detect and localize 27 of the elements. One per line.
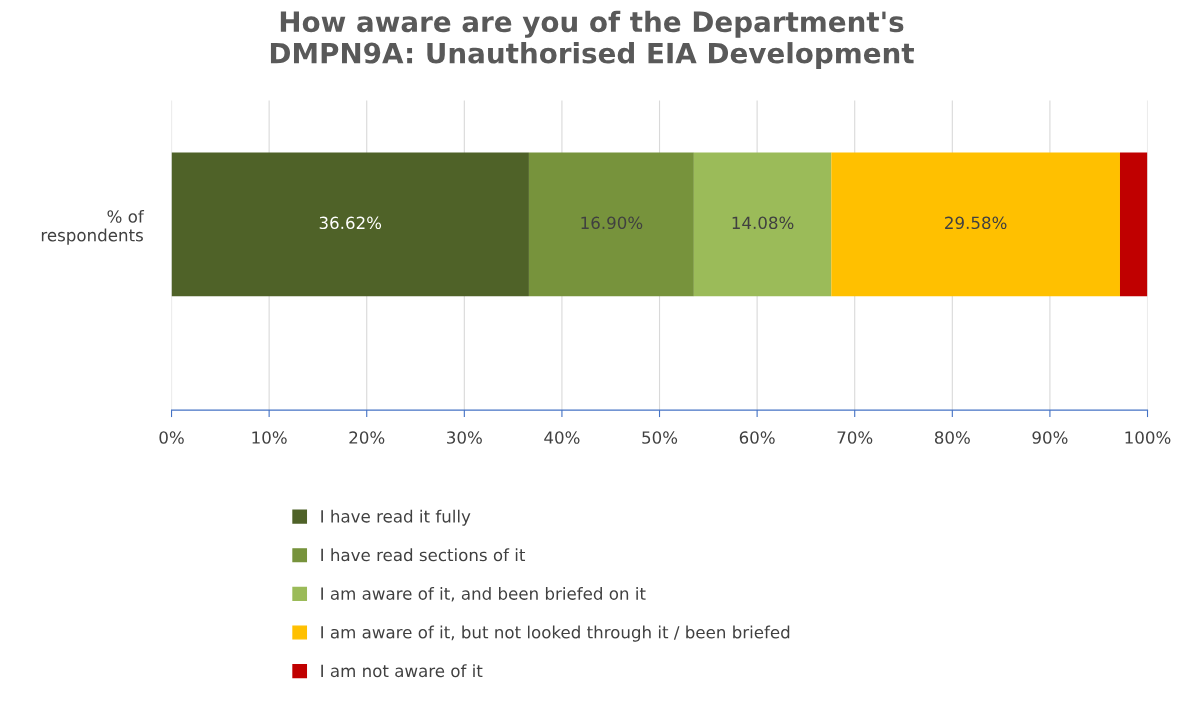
data-label: 36.62% [319,216,382,230]
x-tick-label: 80% [934,431,970,444]
x-tick-label: 30% [447,431,482,444]
x-tick-label: 40% [544,431,580,444]
data-label: 29.58% [945,216,1007,230]
legend-label: I have read sections of it [321,548,526,562]
x-tick-label: 60% [739,431,775,444]
x-tick-label: 20% [349,431,385,444]
bar [693,152,832,297]
chart-title: How aware are you of the Department's DMPN9A: Unauthorised EIA Development [270,10,914,69]
x-tick-label: 100% [1125,431,1171,444]
x-tick-label: 0% [159,431,184,444]
bar [528,152,694,297]
bar [171,152,529,297]
y-tick-label: % of respondents [41,209,145,245]
legend-label: I am aware of it, but not looked through it / been briefed [321,625,790,642]
bar [1119,152,1148,297]
legend-label: I have read it fully [321,509,471,526]
legend-label: I am not aware of it [321,664,483,678]
x-tick-label: 10% [252,431,287,444]
x-tick-label: 50% [642,431,678,444]
bar [831,152,1120,297]
data-label: 14.08% [732,216,794,230]
x-tick-label: 90% [1032,431,1068,444]
data-label: 16.90% [581,216,643,230]
legend-label: I am aware of it, and been briefed on it [321,586,646,602]
x-tick-label: 70% [837,431,873,444]
